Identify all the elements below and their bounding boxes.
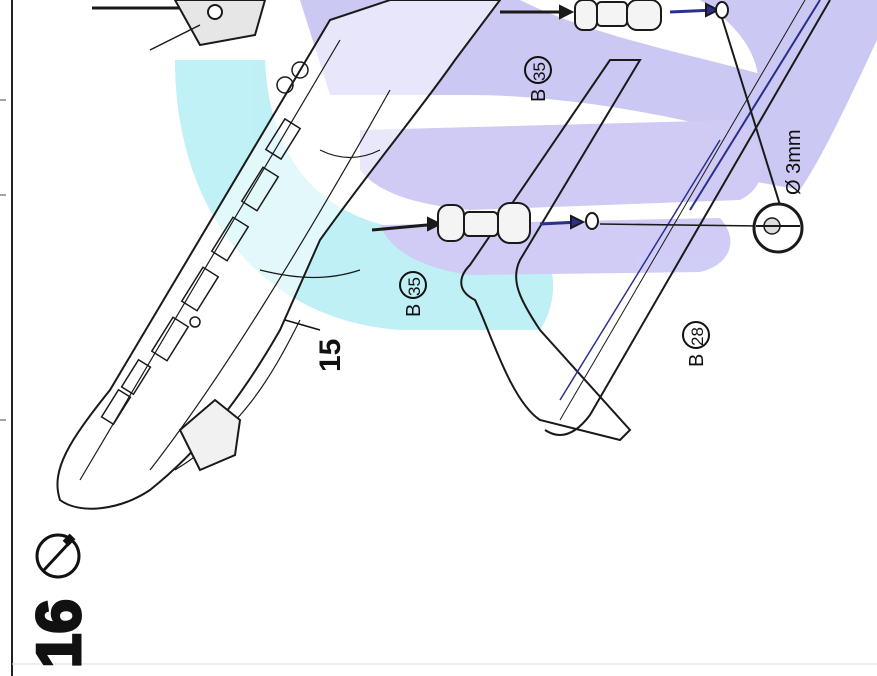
control-panel: [100, 61, 309, 426]
frame-long-edge: [544, 0, 831, 436]
callout-b35-lower-number: 35: [405, 277, 424, 296]
gear-assembly: [92, 0, 267, 51]
device-body: [56, 0, 502, 510]
device-inner-fold: [259, 269, 361, 279]
callout-b35-upper-number: 35: [530, 62, 549, 81]
highlight-blue-band-mid: [360, 120, 763, 210]
device-outline: [56, 0, 502, 510]
mounting-frame: [460, 0, 831, 442]
upper-screw: [500, 0, 729, 31]
callout-b35-lower-letter: B: [403, 304, 425, 317]
device-inner-fold-2: [319, 149, 381, 159]
callout-b35-lower: B 35: [399, 271, 427, 317]
screwdriver-icon: [35, 533, 81, 579]
frame-long-edge-inner: [559, 0, 806, 421]
callout-b35-upper: B 35: [524, 56, 552, 102]
hole-diameter-label: Ø 3mm: [783, 129, 805, 195]
frame-outline: [460, 59, 642, 442]
device-ridge: [79, 39, 341, 481]
frame-blue-edge-2: [559, 139, 721, 401]
callout-b28-letter: B: [686, 354, 708, 367]
detail-magnifier: [721, 17, 804, 254]
device-edge: [149, 89, 391, 471]
step-number: 16: [25, 599, 94, 668]
lower-screw: [371, 202, 761, 244]
callout-b28-number: 28: [688, 327, 707, 346]
part-15-label: 15: [314, 339, 347, 372]
callout-b28: B 28: [682, 321, 710, 367]
mount-bracket: [178, 398, 242, 472]
frame-blue-edge: [689, 0, 821, 211]
part-15-leader: [284, 319, 321, 331]
edge-marks: [0, 99, 6, 421]
callout-b35-upper-letter: B: [528, 89, 550, 102]
